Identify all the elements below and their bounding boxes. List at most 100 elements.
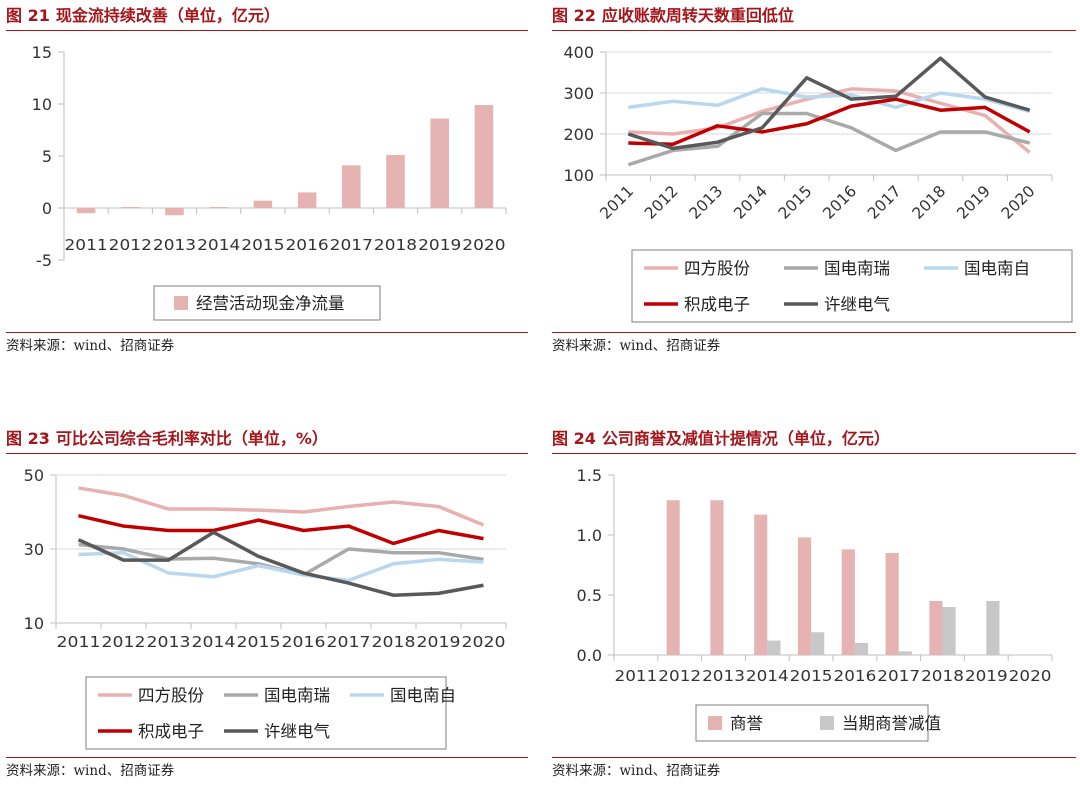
bar-经营活动现金净流量 bbox=[76, 208, 96, 214]
x-tick-label: 2018 bbox=[372, 633, 416, 651]
x-tick-label: 2012 bbox=[641, 182, 682, 223]
y-tick-label: 400 bbox=[563, 43, 594, 62]
x-tick-label: 2014 bbox=[730, 182, 771, 223]
bar-商誉 bbox=[710, 500, 724, 655]
chart-panel-22: 图 22 应收账款周转天数重回低位 100 200 300 400 2011 2012 201… bbox=[552, 2, 1076, 362]
title-text: 可比公司综合毛利率对比（单位，%） bbox=[55, 429, 328, 448]
x-tick-label: 2017 bbox=[864, 182, 905, 223]
x-tick-label: 2013 bbox=[147, 633, 191, 651]
x-tick-label: 2016 bbox=[820, 182, 861, 223]
x-tick-label: 2018 bbox=[921, 667, 964, 685]
legend-label: 经营活动现金净流量 bbox=[196, 294, 345, 313]
legend-label: 商誉 bbox=[730, 714, 763, 733]
chart-svg: 100 200 300 400 2011 2012 2013 2014 2015 2016 2017… bbox=[563, 43, 1073, 323]
legend-label: 当期商誉减值 bbox=[842, 714, 941, 733]
x-tick-label: 2017 bbox=[327, 633, 371, 651]
title-text: 现金流持续改善（单位，亿元） bbox=[55, 6, 280, 25]
x-tick-label: 2019 bbox=[418, 236, 461, 254]
x-tick-label: 2014 bbox=[197, 236, 240, 254]
legend-box bbox=[153, 285, 381, 321]
y-tick-label: 10 bbox=[32, 95, 52, 114]
y-tick-label: 1.0 bbox=[577, 526, 602, 545]
bar-经营活动现金净流量 bbox=[430, 118, 449, 208]
x-tick-label: 2020 bbox=[998, 182, 1039, 223]
bar-当期商誉减值 bbox=[898, 651, 912, 655]
x-tick-label: 2015 bbox=[241, 236, 284, 254]
bar-当期商誉减值 bbox=[811, 632, 825, 655]
x-tick-label: 2011 bbox=[615, 667, 658, 685]
figure-label: 图 24 bbox=[552, 429, 596, 448]
x-tick-label: 2013 bbox=[153, 236, 196, 254]
y-tick-label: 50 bbox=[24, 466, 44, 485]
legend-swatch bbox=[174, 296, 188, 310]
bar-经营活动现金净流量 bbox=[386, 154, 405, 208]
x-tick-label: 2013 bbox=[686, 182, 727, 223]
x-tick-label: 2014 bbox=[192, 633, 236, 651]
y-tick-label: 100 bbox=[563, 166, 594, 185]
series-line-国电南自 bbox=[78, 550, 484, 583]
chart-panel-21: 图 21 现金流持续改善（单位，亿元） -5 0 5 10 15 2011 2012 2013 2… bbox=[6, 2, 528, 362]
x-tick-label: 2011 bbox=[597, 182, 638, 223]
bar-商誉 bbox=[841, 549, 855, 655]
y-tick-label: 0.5 bbox=[577, 586, 602, 605]
x-tick-label: 2017 bbox=[877, 667, 920, 685]
bar-当期商誉减值 bbox=[854, 643, 869, 655]
legend-box bbox=[695, 704, 929, 742]
y-tick-label: -5 bbox=[36, 251, 52, 270]
series-line-四方股份 bbox=[78, 486, 485, 527]
figure-label: 图 21 bbox=[6, 6, 50, 25]
y-tick-label: 0 bbox=[42, 199, 52, 218]
bar-经营活动现金净流量 bbox=[165, 208, 184, 216]
title-text: 应收账款周转天数重回低位 bbox=[601, 6, 794, 25]
x-tick-label: 2014 bbox=[746, 667, 789, 685]
bar-商誉 bbox=[797, 537, 812, 655]
x-tick-label: 2011 bbox=[65, 236, 108, 254]
bar-商誉 bbox=[885, 553, 899, 655]
panel-title: 图 22 应收账款周转天数重回低位 bbox=[552, 2, 1076, 31]
chart-panel-23: 图 23 可比公司综合毛利率对比（单位，%） 10 30 50 2011 2012 2013… bbox=[6, 425, 528, 787]
x-tick-label: 2016 bbox=[286, 236, 329, 254]
bar-当期商誉减值 bbox=[986, 601, 1000, 655]
x-tick-label: 2017 bbox=[330, 236, 373, 254]
series-line-许继电气 bbox=[627, 56, 1031, 151]
panel-title: 图 21 现金流持续改善（单位，亿元） bbox=[6, 2, 528, 31]
source-note: 资料来源：wind、招商证券 bbox=[552, 757, 1076, 784]
x-tick-label: 2012 bbox=[658, 667, 701, 685]
legend-label: 国电南自 bbox=[964, 259, 1030, 278]
bar-经营活动现金净流量 bbox=[209, 206, 228, 208]
chart-panel-24: 图 24 公司商誉及减值计提情况（单位，亿元） 0.0 0.5 1.0 1.5 2011 2… bbox=[552, 425, 1076, 787]
chart-svg: -5 0 5 10 15 2011 2012 2013 2014 2015 2016 2017 2018… bbox=[32, 43, 507, 321]
y-tick-label: 200 bbox=[563, 125, 594, 144]
x-tick-label: 2019 bbox=[965, 667, 1008, 685]
source-note: 资料来源：wind、招商证券 bbox=[552, 332, 1076, 359]
x-tick-label: 2020 bbox=[1009, 667, 1052, 685]
x-tick-label: 2016 bbox=[834, 667, 877, 685]
bar-经营活动现金净流量 bbox=[121, 206, 140, 208]
y-tick-label: 5 bbox=[42, 147, 52, 166]
x-tick-label: 2015 bbox=[790, 667, 833, 685]
legend-label: 国电南自 bbox=[390, 686, 456, 705]
source-note: 资料来源：wind、招商证券 bbox=[6, 757, 528, 784]
series-line-国电南自 bbox=[628, 87, 1031, 114]
figure-label: 图 22 bbox=[552, 6, 596, 25]
legend-label: 许继电气 bbox=[264, 722, 330, 741]
x-tick-label: 2019 bbox=[417, 633, 461, 651]
bar-商誉 bbox=[929, 601, 943, 655]
x-tick-label: 2020 bbox=[462, 236, 505, 254]
x-tick-label: 2018 bbox=[909, 182, 950, 223]
bar-当期商誉减值 bbox=[767, 640, 781, 655]
series-line-国电南瑞 bbox=[627, 111, 1031, 167]
figure-label: 图 23 bbox=[6, 429, 50, 448]
bar-经营活动现金净流量 bbox=[342, 165, 361, 208]
y-tick-label: 0.0 bbox=[577, 646, 602, 665]
bar-经营活动现金净流量 bbox=[474, 105, 494, 208]
legend-label: 许继电气 bbox=[824, 295, 890, 314]
bar-经营活动现金净流量 bbox=[297, 192, 317, 208]
source-note: 资料来源：wind、招商证券 bbox=[6, 332, 528, 359]
legend-label: 国电南瑞 bbox=[264, 686, 330, 705]
y-tick-label: 15 bbox=[32, 43, 52, 62]
legend-label: 四方股份 bbox=[684, 259, 751, 278]
series-line-积成电子 bbox=[628, 97, 1031, 146]
x-tick-label: 2018 bbox=[374, 236, 417, 254]
